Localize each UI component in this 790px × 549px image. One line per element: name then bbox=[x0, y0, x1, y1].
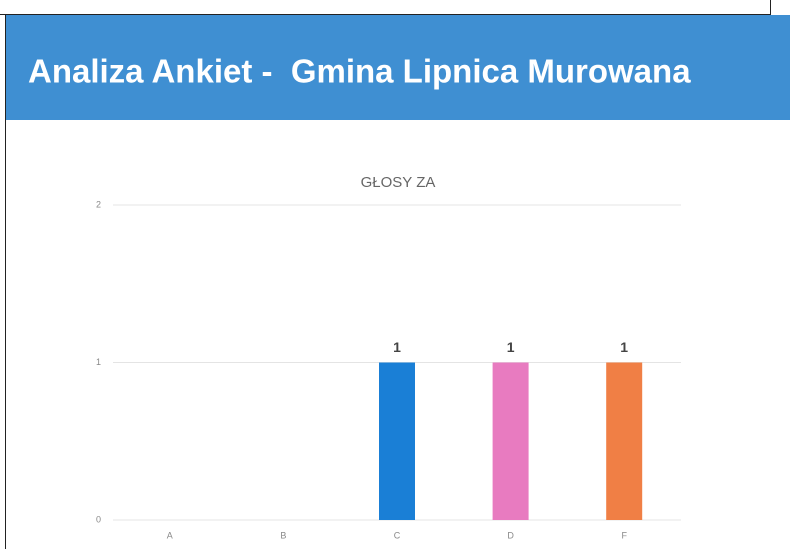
chart-title: GŁOSY ZA bbox=[361, 174, 436, 191]
bar bbox=[379, 362, 415, 520]
data-label: 1 bbox=[393, 339, 401, 355]
data-label: 1 bbox=[507, 339, 515, 355]
x-tick-label: F bbox=[621, 530, 627, 540]
x-tick-label: C bbox=[394, 530, 401, 540]
header-band bbox=[6, 15, 790, 120]
bar bbox=[606, 362, 643, 520]
header-title: Analiza Ankiet - Gmina Lipnica Murowana bbox=[28, 53, 691, 90]
data-label: 1 bbox=[620, 339, 628, 355]
x-tick-label: A bbox=[167, 530, 173, 540]
bar bbox=[492, 362, 529, 520]
y-tick-label: 1 bbox=[96, 357, 101, 367]
x-tick-label: D bbox=[507, 530, 514, 540]
y-tick-label: 0 bbox=[96, 514, 101, 524]
y-tick-label: 2 bbox=[96, 199, 101, 209]
x-tick-label: B bbox=[280, 530, 286, 540]
